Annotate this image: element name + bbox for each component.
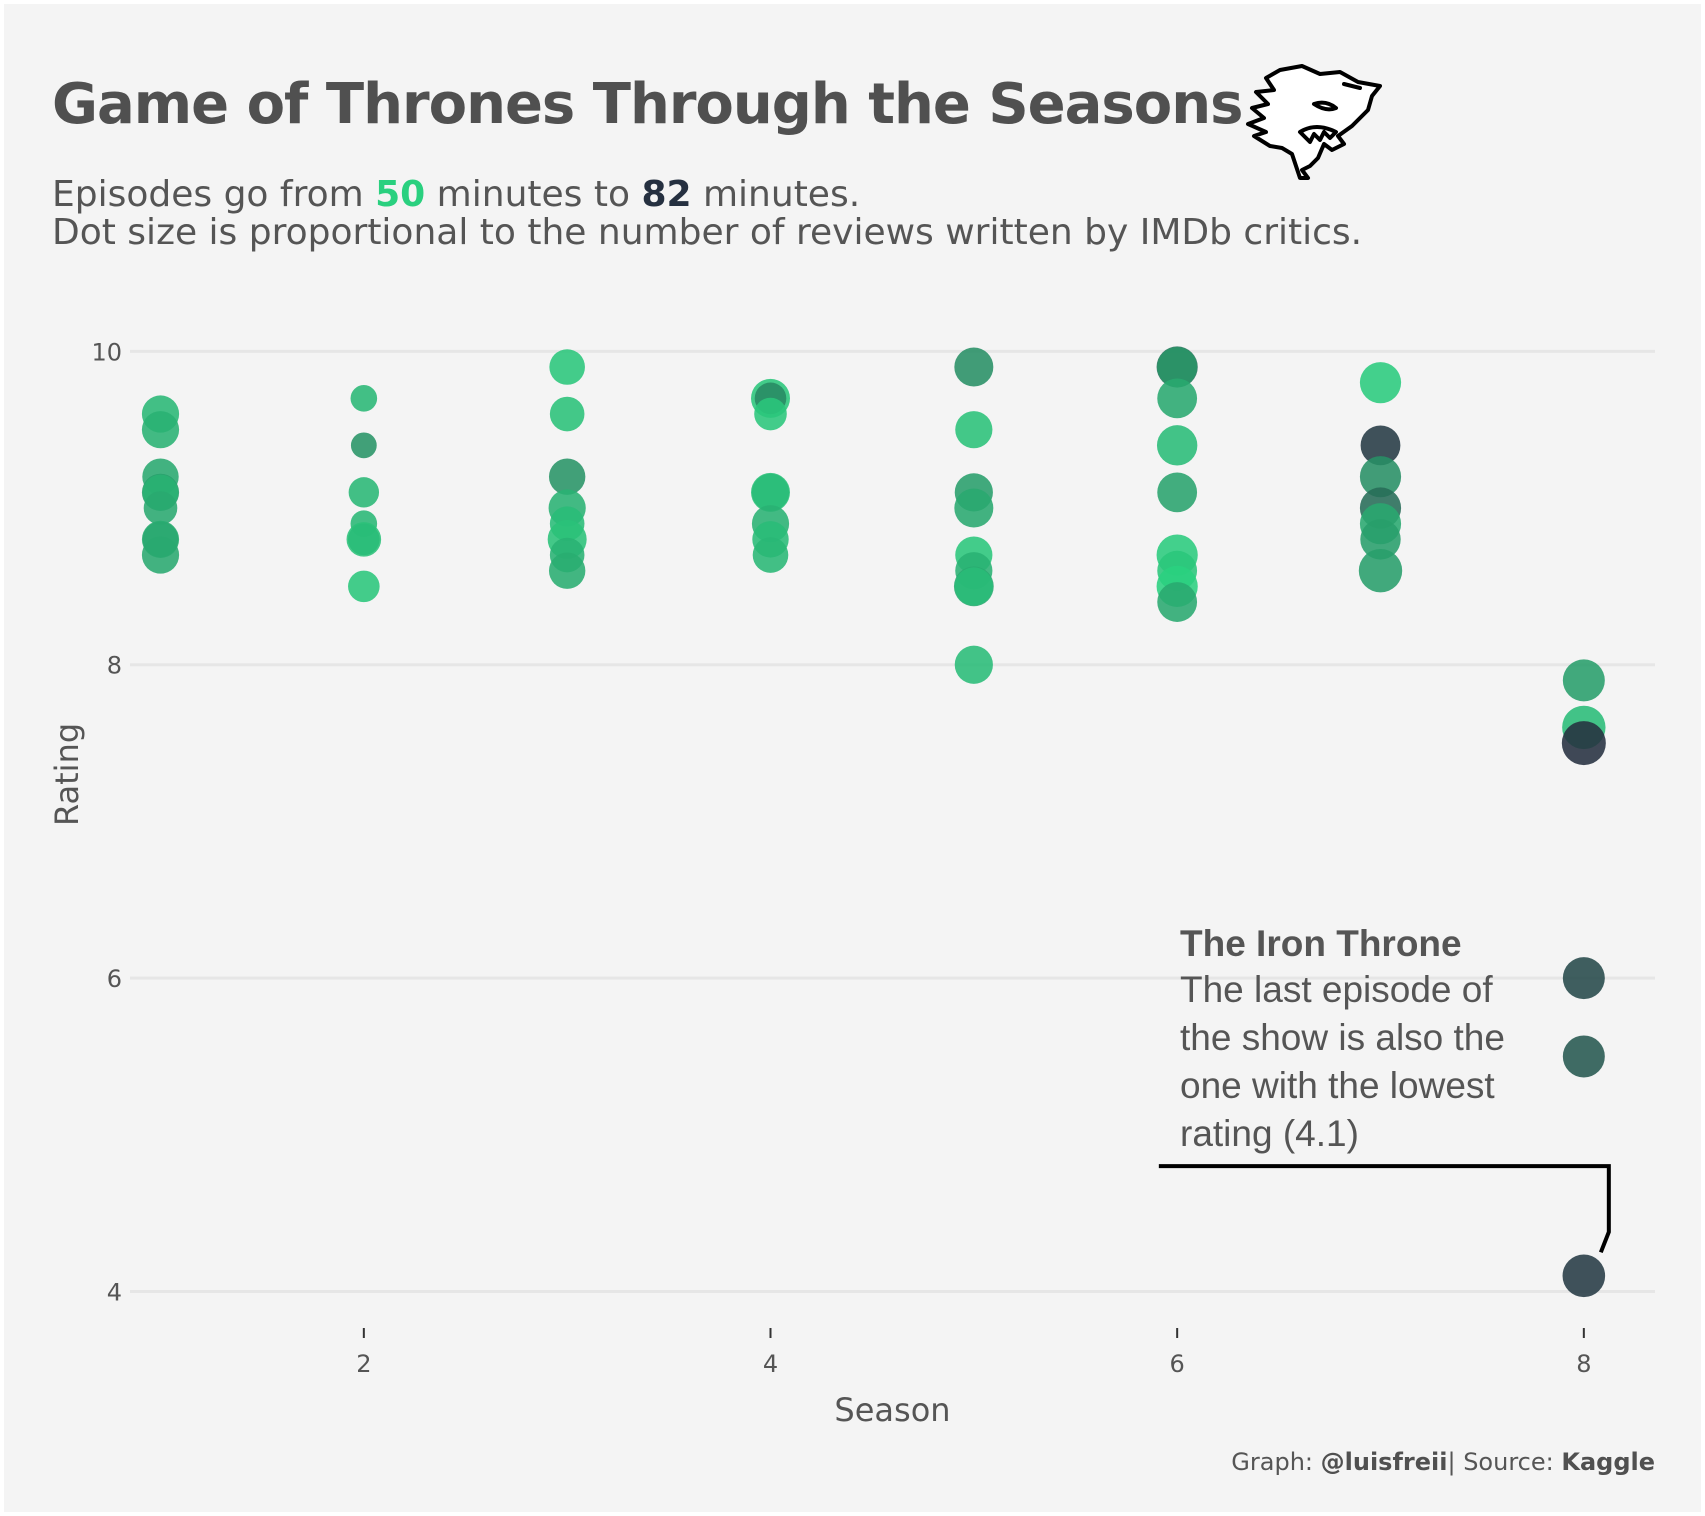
- episode-point[interactable]: [1157, 472, 1198, 513]
- annotation-arrow: [1158, 1164, 1611, 1254]
- y-tick-label: 4: [107, 1278, 122, 1306]
- annotation: The Iron Throne The last episode of the …: [1180, 922, 1540, 1158]
- episode-point[interactable]: [141, 411, 180, 449]
- x-tick-label: 4: [763, 1350, 778, 1378]
- episode-point[interactable]: [1358, 549, 1403, 593]
- y-tick-label: 10: [91, 338, 122, 366]
- min-minutes-value: 50: [375, 174, 426, 215]
- episode-point[interactable]: [1157, 378, 1198, 419]
- episode-point[interactable]: [751, 473, 790, 511]
- episode-point[interactable]: [549, 396, 585, 432]
- data-points: [141, 346, 1606, 1298]
- episode-point[interactable]: [954, 645, 993, 684]
- caption-author[interactable]: @luisfreii: [1320, 1448, 1448, 1476]
- episode-point[interactable]: [954, 488, 994, 528]
- episode-point[interactable]: [752, 537, 789, 573]
- episode-point[interactable]: [549, 349, 585, 385]
- episode-point[interactable]: [348, 523, 380, 556]
- subtitle-duration: Episodes go from 50 minutes to 82 minute…: [52, 174, 860, 215]
- episode-point[interactable]: [141, 536, 180, 574]
- episode-point[interactable]: [350, 432, 377, 459]
- y-tick-label: 8: [107, 652, 122, 680]
- episode-point[interactable]: [1562, 957, 1605, 1000]
- caption-source[interactable]: Kaggle: [1561, 1448, 1655, 1476]
- episode-point[interactable]: [548, 552, 586, 589]
- subtitle-middle: minutes to: [425, 174, 642, 215]
- y-tick-label: 6: [107, 965, 122, 993]
- annotation-title: The Iron Throne: [1180, 923, 1462, 964]
- y-axis-label: Rating: [48, 723, 86, 826]
- episode-point[interactable]: [1360, 425, 1401, 466]
- episode-point[interactable]: [954, 567, 993, 606]
- episode-point[interactable]: [1360, 519, 1401, 560]
- episode-point[interactable]: [348, 570, 380, 603]
- episode-point[interactable]: [954, 347, 994, 387]
- subtitle-dot-size: Dot size is proportional to the number o…: [52, 212, 1363, 253]
- episode-point[interactable]: [1359, 362, 1402, 404]
- episode-point[interactable]: [1157, 347, 1198, 387]
- x-tick-label: 8: [1576, 1350, 1591, 1378]
- episode-point[interactable]: [143, 491, 178, 525]
- caption-source-label: | Source:: [1447, 1448, 1562, 1476]
- episode-point[interactable]: [754, 397, 787, 431]
- chart-title: Game of Thrones Through the Seasons: [52, 72, 1243, 137]
- subtitle-suffix: minutes.: [691, 174, 861, 215]
- episode-point[interactable]: [1157, 582, 1198, 622]
- x-tick-label: 6: [1170, 1350, 1185, 1378]
- axes: 4 6 8 10 2 4 6 8 Season Rating: [48, 338, 1591, 1429]
- episode-point[interactable]: [348, 477, 380, 508]
- episode-point[interactable]: [1562, 1254, 1606, 1298]
- subtitle-prefix: Episodes go from: [52, 174, 376, 215]
- episode-point[interactable]: [955, 411, 993, 449]
- chart-panel: [4, 4, 1701, 1512]
- x-tick-label: 2: [356, 1350, 371, 1378]
- caption-graph-label: Graph:: [1231, 1448, 1321, 1476]
- episode-point[interactable]: [1561, 721, 1606, 766]
- x-axis-label: Season: [834, 1391, 950, 1429]
- episode-point[interactable]: [350, 385, 378, 412]
- episode-point[interactable]: [548, 458, 586, 495]
- annotation-body: The last episode of the show is also the…: [1180, 969, 1505, 1154]
- episode-point[interactable]: [1156, 425, 1198, 466]
- grid-lines: [130, 349, 1655, 1293]
- max-minutes-value: 82: [641, 174, 692, 215]
- episode-point[interactable]: [1562, 659, 1605, 702]
- episode-point[interactable]: [1562, 1035, 1605, 1078]
- episode-point[interactable]: [1359, 456, 1402, 498]
- wolf-head-icon: [1246, 64, 1382, 180]
- caption: Graph: @luisfreii| Source: Kaggle: [1231, 1448, 1655, 1476]
